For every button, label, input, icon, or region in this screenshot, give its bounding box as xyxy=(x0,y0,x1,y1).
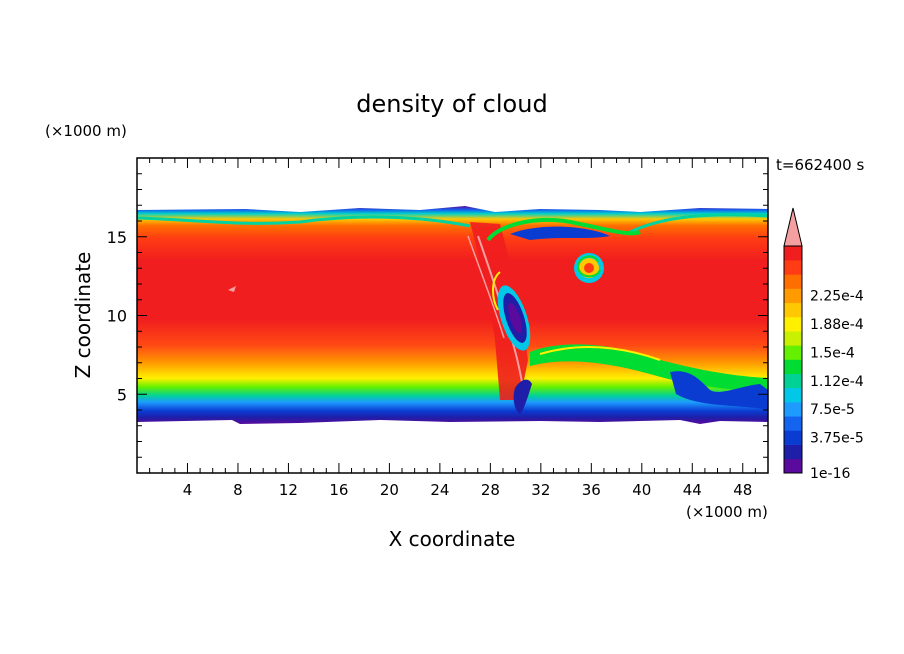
colorbar-swatch xyxy=(784,458,802,474)
colorbar-swatch xyxy=(784,302,802,318)
colorbar-swatch xyxy=(784,345,802,360)
upper-plume-inner xyxy=(510,226,610,240)
colorbar-swatch xyxy=(784,402,802,417)
colorbar-swatch xyxy=(784,246,802,261)
x-tick-label: 28 xyxy=(481,481,500,499)
colorbar-swatch xyxy=(784,387,802,403)
y-tick-label: 15 xyxy=(107,228,127,247)
colorbar-swatch xyxy=(784,288,802,304)
colorbar-frame xyxy=(783,245,803,474)
y-tick-label: 10 xyxy=(107,307,127,326)
chart-title: density of cloud xyxy=(356,90,547,118)
x-tick-label: 32 xyxy=(531,481,550,499)
right-dome-edge xyxy=(629,213,768,234)
x-unit-label: (×1000 m) xyxy=(686,503,768,521)
colorbar-label: 3.75e-5 xyxy=(810,431,864,447)
x-tick-label: 20 xyxy=(380,481,399,499)
time-label: t=662400 s xyxy=(776,156,864,174)
x-tick-label: 36 xyxy=(582,481,601,499)
upper-dome-edge xyxy=(137,215,471,228)
x-tick-label: 44 xyxy=(683,481,702,499)
colorbar-swatch xyxy=(784,274,802,289)
x-tick-label: 48 xyxy=(733,481,752,499)
colorbar-swatch xyxy=(784,444,802,460)
cloud-layer xyxy=(137,206,768,424)
shear-streak-2 xyxy=(467,235,505,339)
eddy-rim xyxy=(492,271,501,311)
colorbar-label: 1.5e-4 xyxy=(810,345,855,361)
lower-intrusion-rim xyxy=(539,345,661,361)
upper-plume-edge xyxy=(486,217,641,242)
colorbar-swatch xyxy=(784,416,802,431)
colorbar: 1e-16 3.75e-5 7.5e-5 1.12e-4 1.5e-4 1.88e-4 2.… xyxy=(783,207,864,482)
y-axis-label: Z coordinate xyxy=(71,252,95,379)
x-tick-label: 40 xyxy=(632,481,651,499)
colorbar-label: 2.25e-4 xyxy=(810,289,864,305)
vortex-spiral xyxy=(576,255,601,278)
colorbar-swatch xyxy=(784,359,802,374)
colorbar-swatch xyxy=(784,430,802,445)
lower-blue-pocket xyxy=(670,371,768,410)
colorbar-overflow-arrow xyxy=(783,207,803,247)
colorbar-swatch xyxy=(784,331,802,346)
y-tick-label: 5 xyxy=(117,385,127,404)
x-tick-label: 16 xyxy=(329,481,348,499)
lower-intrusion xyxy=(530,344,768,392)
x-tick-label: 24 xyxy=(430,481,449,499)
y-unit-label: (×1000 m) xyxy=(45,122,127,140)
colorbar-swatch xyxy=(784,316,802,332)
x-axis-label: X coordinate xyxy=(389,527,516,551)
colorbar-swatch xyxy=(784,373,802,389)
lower-plume xyxy=(513,379,532,414)
eddy-core xyxy=(508,302,522,334)
x-tick-label: 12 xyxy=(279,481,298,499)
colorbar-label: 1e-16 xyxy=(810,466,850,482)
colorbar-label: 7.5e-5 xyxy=(810,402,855,418)
vortex-core xyxy=(584,263,594,273)
colorbar-swatch xyxy=(784,260,802,275)
x-tick-label: 4 xyxy=(183,481,193,499)
y-axis: 5 10 15 xyxy=(107,173,768,458)
left-speck xyxy=(228,286,236,292)
x-tick-label: 8 xyxy=(233,481,243,499)
colorbar-label: 1.88e-4 xyxy=(810,317,864,333)
colorbar-label: 1.12e-4 xyxy=(810,374,864,390)
x-axis: 4 8 12 16 20 24 28 32 36 40 44 48 xyxy=(149,158,756,499)
cloud-density-field xyxy=(137,206,768,424)
